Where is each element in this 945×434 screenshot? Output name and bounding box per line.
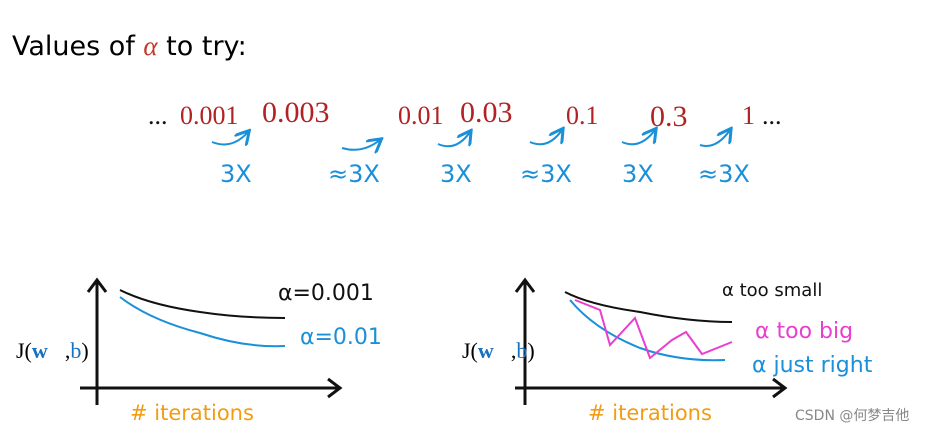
alpha-value: 0.3 [650, 100, 688, 133]
alpha-value: 0.01 [398, 101, 444, 130]
curve [574, 299, 733, 360]
curve-label: α just right [752, 353, 873, 378]
right-plot: J(w⃗,b) # iterations α too small α too b… [462, 277, 873, 425]
arrow [437, 132, 470, 148]
multiplier: 3X [622, 160, 654, 188]
y-label-part: J( [16, 338, 32, 363]
y-label-part: b [70, 338, 81, 363]
alpha-value: 0.1 [566, 101, 599, 130]
alpha-value: 0.03 [460, 96, 513, 129]
sequence: ... 0.001 0.003 0.01 0.03 0.1 0.3 1 ... [148, 96, 782, 133]
y-label-part: ) [527, 338, 534, 363]
curve-label: α too big [755, 319, 853, 344]
alpha-value: 0.001 [180, 101, 239, 130]
step-arrows [211, 130, 730, 150]
arrow [211, 132, 248, 144]
curve [564, 291, 733, 323]
y-label-part: b [516, 338, 527, 363]
multiplier: ≈3X [328, 160, 380, 188]
x-axis [80, 377, 343, 399]
y-label-part: w⃗ [32, 338, 65, 363]
y-label-part: , [65, 338, 71, 363]
title-prefix: Values of [12, 31, 143, 62]
curve-label: α=0.01 [300, 325, 382, 350]
title: Values of α to try: [12, 31, 247, 62]
curve [569, 299, 726, 362]
y-axis [514, 277, 536, 405]
multiplier: ≈3X [520, 160, 572, 188]
arrow [529, 130, 562, 146]
arrow [699, 130, 730, 147]
y-label-part: J( [462, 338, 478, 363]
arrow [341, 140, 380, 150]
alpha-value: 1 [742, 101, 755, 130]
multipliers: 3X ≈3X 3X ≈3X 3X ≈3X [220, 160, 750, 188]
y-label-part: w⃗ [478, 338, 511, 363]
x-axis [515, 377, 788, 399]
multiplier: ≈3X [698, 160, 750, 188]
x-label: # iterations [588, 401, 712, 425]
watermark: CSDN @何梦吉他 [795, 408, 909, 424]
curve [119, 289, 286, 319]
ellipsis: ... [762, 101, 782, 130]
curve [119, 296, 286, 348]
ellipsis: ... [148, 101, 168, 130]
x-label: # iterations [130, 401, 254, 425]
y-label: J(w⃗,b) [16, 338, 89, 363]
multiplier: 3X [220, 160, 252, 188]
curve-label: α=0.001 [278, 281, 374, 306]
title-symbol: α [143, 31, 158, 61]
curve-label: α too small [722, 280, 822, 301]
y-label: J(w⃗,b) [462, 338, 535, 363]
title-suffix: to try: [158, 31, 247, 62]
multiplier: 3X [440, 160, 472, 188]
y-axis [86, 277, 108, 405]
y-label-part: ) [81, 338, 88, 363]
arrow [621, 130, 655, 146]
alpha-value: 0.003 [262, 96, 330, 129]
left-plot: J(w⃗,b) # iterations α=0.001 α=0.01 [16, 277, 382, 425]
y-label-part: , [511, 338, 517, 363]
